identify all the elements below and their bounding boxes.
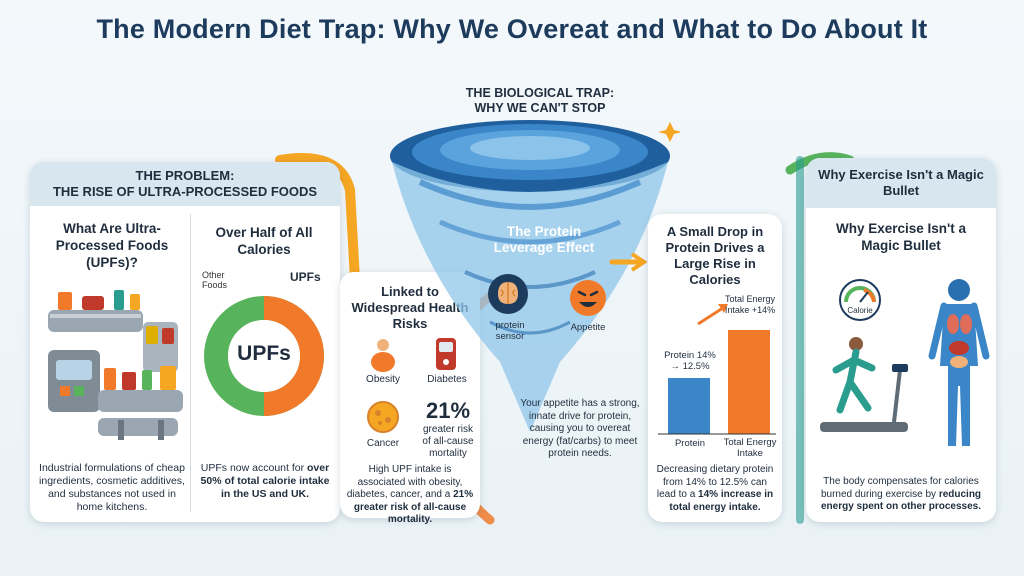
half-desc-bold: over 50% of total calorie intake in the … [200, 462, 330, 500]
bar-energy-annotation: Total Energy Intake +14% [724, 294, 776, 315]
bar-energy [728, 330, 770, 434]
what-desc: Industrial formulations of cheap ingredi… [39, 462, 185, 513]
problem-card: THE PROBLEM: THE RISE OF ULTRA-PROCESSED… [30, 162, 340, 522]
page-title: The Modern Diet Trap: Why We Overeat and… [96, 14, 928, 44]
mortality-stat-text: greater risk of all-cause mortality [422, 424, 474, 459]
x-label-energy: Total Energy Intake [723, 437, 777, 459]
problem-header-line2: THE RISE OF ULTRA-PROCESSED FOODS [52, 184, 318, 199]
sensor-label: protein sensor [495, 320, 525, 342]
exercise-title: Why Exercise Isn't a Magic Bullet [835, 221, 967, 253]
trap-title-line1: THE BIOLOGICAL TRAP: [465, 86, 615, 100]
health-desc-pre: High UPF intake is associated with obesi… [346, 464, 463, 500]
health-desc-bold: 21% greater risk of all-cause mortality. [353, 489, 474, 525]
trap-title: THE BIOLOGICAL TRAP: WHY WE CAN'T STOP [430, 86, 650, 116]
exercise-desc: The body compensates for calories burned… [816, 476, 986, 514]
tornado-funnel-illustration [390, 120, 680, 432]
exercise-header: Why Exercise Isn't a Magic Bullet [806, 158, 996, 208]
factory-conveyor-illustration [48, 290, 183, 440]
brain-sensor-icon [488, 274, 528, 314]
exercise-desc-pre: The body compensates for calories burned… [820, 476, 979, 500]
protein-desc: Decreasing dietary protein from 14% to 1… [654, 464, 776, 514]
diabetes-meter-icon [436, 338, 456, 370]
trap-desc: Your appetite has a strong, innate drive… [520, 398, 640, 459]
appetite-face-icon [570, 280, 606, 316]
health-title: Linked to Widespread Health Risks [351, 284, 469, 331]
exercise-card: Why Exercise Isn't a Magic Bullet Why Ex… [806, 158, 996, 522]
x-label-protein: Protein [674, 438, 706, 449]
what-title: What Are Ultra-Processed Foods (UPFs)? [55, 221, 169, 270]
protein-card: A Small Drop in Protein Drives a Large R… [648, 214, 782, 522]
health-desc: High UPF intake is associated with obesi… [346, 464, 474, 527]
problem-divider [190, 214, 191, 512]
protein-desc-bold: 14% increase in total energy intake. [669, 489, 774, 513]
effect-title: The Protein Leverage Effect [493, 224, 595, 255]
protein-title: A Small Drop in Protein Drives a Large R… [665, 224, 765, 287]
upf-ring-chart [204, 296, 324, 416]
protein-desc-pre: Decreasing dietary protein from 14% to 1… [656, 464, 774, 500]
half-desc-pre: UPFs now account for [200, 462, 308, 474]
protein-bar-chart [658, 304, 776, 435]
mortality-stat-value: 21% [425, 398, 471, 423]
trap-title-line2: WHY WE CAN'T STOP [474, 101, 606, 115]
problem-header-line1: THE PROBLEM: [135, 168, 235, 183]
bar-protein-annotation: Protein 14% → 12.5% [664, 350, 716, 372]
half-desc: UPFs now account for over 50% of total c… [196, 462, 334, 501]
gauge-label: Calorie [847, 306, 873, 315]
ring-center-label: UPFs [237, 342, 291, 365]
obesity-label: Obesity [366, 374, 400, 385]
calorie-gauge-icon [839, 279, 881, 321]
diabetes-label: Diabetes [427, 374, 467, 385]
health-card: Linked to Widespread Health Risks Obesit… [340, 272, 480, 525]
human-body-organs-illustration [928, 279, 990, 446]
exercise-desc-bold: reducing energy spent on other processes… [820, 488, 982, 513]
cancer-label: Cancer [366, 438, 400, 449]
ring-label-other: Other Foods [202, 270, 228, 290]
bar-protein [668, 378, 710, 434]
appetite-label: Appetite [570, 322, 606, 333]
ring-label-upf: UPFs [290, 270, 321, 284]
cancer-cell-icon [367, 401, 399, 433]
obesity-icon [371, 339, 395, 372]
problem-header: THE PROBLEM: THE RISE OF ULTRA-PROCESSED… [30, 162, 340, 206]
treadmill-runner-illustration [820, 337, 908, 432]
half-title: Over Half of All Calories [215, 225, 313, 257]
